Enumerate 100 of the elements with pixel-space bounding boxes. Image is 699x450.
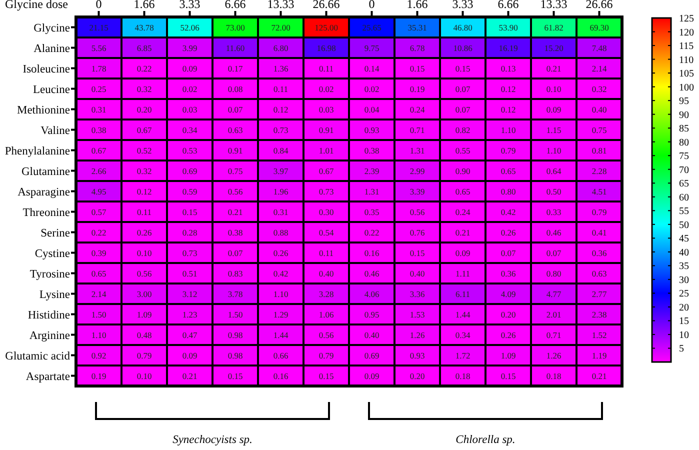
y-tick-label: Glutamine bbox=[21, 166, 70, 178]
color-bar-label: 65 bbox=[679, 178, 689, 190]
data-label: 0.18 bbox=[546, 370, 562, 381]
data-label: 10.86 bbox=[453, 42, 472, 53]
data-label: 0.02 bbox=[182, 84, 198, 94]
data-label: 0.34 bbox=[455, 330, 471, 340]
data-label: 0.10 bbox=[136, 248, 152, 258]
color-bar-label: 15 bbox=[679, 316, 689, 328]
data-label: 0.12 bbox=[136, 186, 152, 196]
text: Synechocyists sp. bbox=[172, 434, 252, 446]
data-label: 0.12 bbox=[500, 104, 516, 114]
data-label: 1.53 bbox=[410, 309, 425, 320]
x-tick-label: 6.66 bbox=[224, 0, 246, 11]
data-label: 0.83 bbox=[228, 268, 243, 278]
color-bar-label: 80 bbox=[679, 137, 689, 148]
data-label: 0.33 bbox=[546, 206, 562, 217]
data-label: 0.79 bbox=[136, 350, 152, 360]
color-bar-label: 105 bbox=[679, 68, 694, 80]
color-bar-label: 10 bbox=[679, 330, 689, 341]
data-label: 0.36 bbox=[592, 248, 607, 258]
data-label: 0.24 bbox=[455, 206, 471, 217]
data-label: 0.79 bbox=[500, 145, 516, 156]
color-bar-label: 120 bbox=[679, 27, 694, 38]
data-label: 0.76 bbox=[410, 227, 425, 238]
data-label: 0.04 bbox=[364, 104, 380, 114]
data-label: 0.21 bbox=[546, 63, 562, 74]
data-label: 0.09 bbox=[455, 248, 470, 258]
data-label: 0.03 bbox=[182, 104, 198, 114]
data-label: 0.38 bbox=[91, 124, 106, 135]
data-label: 0.07 bbox=[228, 248, 243, 258]
data-label: 0.39 bbox=[91, 248, 106, 258]
data-label: 0.15 bbox=[455, 63, 470, 74]
data-label: 0.26 bbox=[500, 227, 516, 238]
data-label: 125.00 bbox=[314, 22, 338, 32]
data-label: 0.80 bbox=[546, 268, 562, 278]
data-label: 0.26 bbox=[273, 248, 288, 258]
data-label: 1.01 bbox=[318, 145, 334, 156]
data-label: 0.19 bbox=[410, 84, 425, 94]
data-label: 0.66 bbox=[273, 350, 288, 360]
data-label: 0.07 bbox=[546, 248, 562, 258]
data-label: 6.11 bbox=[455, 288, 470, 299]
data-label: 1.96 bbox=[273, 186, 288, 196]
data-label: 0.40 bbox=[364, 330, 380, 340]
x-tick-label: 1.66 bbox=[134, 0, 155, 11]
data-label: 3.39 bbox=[410, 186, 425, 196]
data-label: 52.06 bbox=[180, 22, 200, 32]
data-label: 0.42 bbox=[500, 206, 516, 217]
data-label: 0.15 bbox=[228, 370, 243, 381]
x-tick-label: 3.33 bbox=[179, 0, 200, 11]
data-label: 0.63 bbox=[592, 268, 607, 278]
data-label: 0.31 bbox=[273, 206, 288, 217]
x-tick-label: 3.33 bbox=[452, 0, 474, 11]
data-label: 1.50 bbox=[228, 309, 243, 320]
data-label: 0.52 bbox=[136, 145, 152, 156]
data-label: 0.07 bbox=[228, 104, 243, 114]
data-label: 53.90 bbox=[498, 22, 518, 32]
data-label: 1.31 bbox=[364, 186, 380, 196]
data-label: 0.57 bbox=[91, 206, 106, 217]
text: Chlorella sp. bbox=[456, 434, 516, 446]
x-tick-label: 0 bbox=[96, 0, 102, 11]
data-label: 0.07 bbox=[455, 104, 470, 114]
data-label: 0.11 bbox=[273, 84, 288, 94]
data-label: 0.10 bbox=[136, 370, 152, 381]
data-label: 15.20 bbox=[544, 42, 564, 53]
data-label: 0.24 bbox=[410, 104, 426, 114]
data-label: 0.56 bbox=[136, 268, 152, 278]
data-label: 0.80 bbox=[500, 186, 516, 196]
data-label: 0.31 bbox=[91, 104, 106, 114]
data-label: 0.15 bbox=[410, 63, 425, 74]
data-label: 0.09 bbox=[546, 104, 562, 114]
data-label: 0.73 bbox=[182, 248, 198, 258]
data-label: 0.67 bbox=[318, 166, 334, 176]
data-label: 1.50 bbox=[91, 309, 106, 320]
data-label: 0.46 bbox=[546, 227, 562, 238]
data-label: 4.51 bbox=[592, 186, 607, 196]
y-tick-label: Asparagine bbox=[18, 186, 70, 198]
data-label: 61.82 bbox=[544, 22, 564, 32]
data-label: 0.69 bbox=[182, 166, 198, 176]
data-label: 0.56 bbox=[410, 206, 425, 217]
data-label: 4.09 bbox=[500, 288, 516, 299]
data-label: 1.72 bbox=[455, 350, 470, 360]
color-bar-label: 70 bbox=[679, 164, 689, 176]
data-label: 0.21 bbox=[228, 206, 243, 217]
data-label: 0.73 bbox=[273, 124, 288, 135]
data-label: 6.78 bbox=[410, 42, 425, 53]
data-label: 1.19 bbox=[592, 350, 607, 360]
data-label: 1.10 bbox=[273, 288, 288, 299]
data-label: 0.59 bbox=[182, 186, 198, 196]
data-label: 0.26 bbox=[136, 227, 152, 238]
data-label: 0.35 bbox=[364, 206, 380, 217]
data-label: 0.32 bbox=[136, 84, 152, 94]
data-label: 0.09 bbox=[364, 370, 380, 381]
x-tick-label: 6.66 bbox=[498, 0, 519, 11]
data-label: 0.26 bbox=[500, 330, 516, 340]
x-tick-label: 13.33 bbox=[267, 0, 294, 11]
data-label: 0.16 bbox=[364, 248, 380, 258]
data-label: 0.30 bbox=[318, 206, 334, 217]
data-label: 0.79 bbox=[592, 206, 607, 217]
data-label: 0.69 bbox=[364, 350, 380, 360]
data-label: 0.81 bbox=[592, 145, 607, 156]
